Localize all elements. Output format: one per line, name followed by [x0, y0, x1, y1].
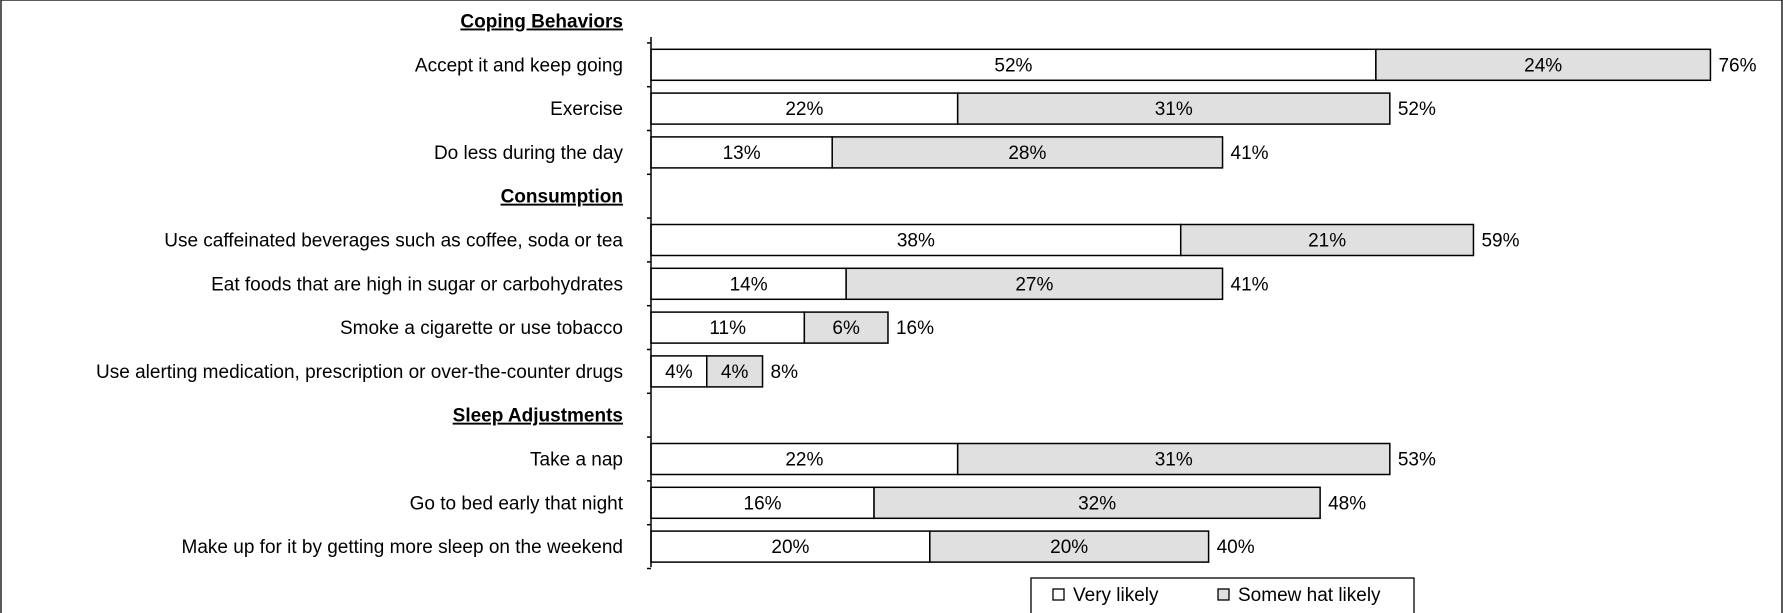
data-label-very-likely-exercise: 22% — [785, 99, 823, 120]
category-label-use-caffeinated-beverages-such-as-coffee-soda-or-tea: Use caffeinated beverages such as coffee… — [164, 231, 623, 252]
data-label-somew-hat-likely-make-up-for-it-by-getting-more-sleep-on-the-weekend: 20% — [1050, 537, 1088, 558]
category-label-smoke-a-cigarette-or-use-tobacco: Smoke a cigarette or use tobacco — [340, 318, 623, 339]
bar-somew-hat-likely-do-less-during-the-day — [831, 136, 1224, 169]
data-label-very-likely-smoke-a-cigarette-or-use-tobacco: 11% — [709, 318, 746, 339]
bar-somew-hat-likely-go-to-bed-early-that-night — [873, 486, 1321, 520]
data-label-somew-hat-likely-take-a-nap: 31% — [1155, 450, 1193, 471]
section-label-sleep-adjustments: Sleep Adjustments — [453, 406, 623, 427]
total-label-use-caffeinated-beverages-such-as-coffee-soda-or-tea: 59% — [1481, 231, 1519, 252]
bar-somew-hat-likely-eat-foods-that-are-high-in-sugar-or-carbohydrates — [845, 267, 1224, 301]
data-label-very-likely-eat-foods-that-are-high-in-sugar-or-carbohydrates: 14% — [730, 274, 768, 295]
total-label-exercise: 52% — [1398, 99, 1436, 120]
data-label-very-likely-use-alerting-medication-prescription-or-over-the-counter-drugs: 4% — [665, 362, 693, 383]
data-label-somew-hat-likely-eat-foods-that-are-high-in-sugar-or-carbohydrates: 27% — [1015, 274, 1053, 295]
bar-very-likely-eat-foods-that-are-high-in-sugar-or-carbohydrates — [650, 267, 847, 301]
bar-somew-hat-likely-use-caffeinated-beverages-such-as-coffee-soda-or-tea — [1179, 223, 1475, 257]
total-label-do-less-during-the-day: 41% — [1231, 143, 1269, 164]
total-label-go-to-bed-early-that-night: 48% — [1328, 493, 1366, 514]
bar-somew-hat-likely-make-up-for-it-by-getting-more-sleep-on-the-weekend — [929, 530, 1210, 563]
total-label-smoke-a-cigarette-or-use-tobacco: 16% — [896, 318, 934, 339]
bar-very-likely-go-to-bed-early-that-night — [650, 486, 875, 520]
category-label-accept-it-and-keep-going: Accept it and keep going — [415, 55, 623, 76]
total-label-eat-foods-that-are-high-in-sugar-or-carbohydrates: 41% — [1231, 274, 1269, 295]
bar-somew-hat-likely-accept-it-and-keep-going — [1375, 48, 1712, 82]
data-label-very-likely-make-up-for-it-by-getting-more-sleep-on-the-weekend: 20% — [771, 537, 809, 558]
data-label-somew-hat-likely-do-less-during-the-day: 28% — [1008, 143, 1046, 164]
total-label-make-up-for-it-by-getting-more-sleep-on-the-weekend: 40% — [1217, 537, 1255, 558]
category-label-do-less-during-the-day: Do less during the day — [434, 143, 624, 164]
category-axis — [647, 37, 652, 570]
legend-label-somew-hat-likely: Somew hat likely — [1238, 585, 1381, 606]
data-label-somew-hat-likely-go-to-bed-early-that-night: 32% — [1078, 493, 1116, 514]
value-labels: 52% 24% 76% 22% 31% 52% 13% 28% 41% 38% 21% 59% 14% 2… — [665, 55, 1756, 558]
data-label-somew-hat-likely-use-alerting-medication-prescription-or-over-the-counter-drugs: 4% — [721, 362, 749, 383]
legend-swatch-somew-hat-likely — [1217, 588, 1230, 601]
data-label-very-likely-take-a-nap: 22% — [785, 450, 823, 471]
legend-label-very-likely: Very likely — [1073, 585, 1159, 606]
bar-very-likely-use-caffeinated-beverages-such-as-coffee-soda-or-tea — [650, 223, 1182, 257]
bar-very-likely-take-a-nap — [650, 442, 959, 476]
bars — [650, 48, 1712, 563]
bar-somew-hat-likely-exercise — [956, 92, 1391, 125]
category-label-use-alerting-medication-prescription-or-over-the-counter-drugs: Use alerting medication, prescription or… — [96, 362, 623, 383]
category-label-take-a-nap: Take a nap — [530, 450, 623, 471]
category-label-make-up-for-it-by-getting-more-sleep-on-the-weekend: Make up for it by getting more sleep on … — [182, 537, 623, 558]
category-label-exercise: Exercise — [550, 99, 623, 120]
legend: Very likely Somew hat likely — [1030, 577, 1415, 613]
category-labels: Coping Behaviors Accept it and keep going… — [96, 12, 624, 559]
section-label-coping-behaviors: Coping Behaviors — [460, 12, 623, 33]
data-label-somew-hat-likely-exercise: 31% — [1155, 99, 1193, 120]
data-label-very-likely-use-caffeinated-beverages-such-as-coffee-soda-or-tea: 38% — [897, 231, 935, 252]
total-label-use-alerting-medication-prescription-or-over-the-counter-drugs: 8% — [771, 362, 799, 383]
category-label-go-to-bed-early-that-night: Go to bed early that night — [410, 493, 624, 514]
data-label-very-likely-accept-it-and-keep-going: 52% — [994, 55, 1032, 76]
category-label-eat-foods-that-are-high-in-sugar-or-carbohydrates: Eat foods that are high in sugar or carb… — [211, 274, 623, 295]
legend-swatch-very-likely — [1052, 588, 1065, 601]
data-label-somew-hat-likely-use-caffeinated-beverages-such-as-coffee-soda-or-tea: 21% — [1308, 231, 1346, 252]
bar-somew-hat-likely-use-alerting-medication-prescription-or-over-the-counter-drugs — [706, 355, 764, 388]
total-label-accept-it-and-keep-going: 76% — [1718, 55, 1756, 76]
bar-somew-hat-likely-smoke-a-cigarette-or-use-tobacco — [803, 311, 889, 344]
data-label-very-likely-do-less-during-the-day: 13% — [723, 143, 761, 164]
bar-somew-hat-likely-take-a-nap — [956, 442, 1391, 476]
data-label-very-likely-go-to-bed-early-that-night: 16% — [744, 493, 782, 514]
data-label-somew-hat-likely-accept-it-and-keep-going: 24% — [1524, 55, 1562, 76]
total-label-take-a-nap: 53% — [1398, 450, 1436, 471]
data-label-somew-hat-likely-smoke-a-cigarette-or-use-tobacco: 6% — [832, 318, 860, 339]
section-label-consumption: Consumption — [501, 187, 623, 208]
